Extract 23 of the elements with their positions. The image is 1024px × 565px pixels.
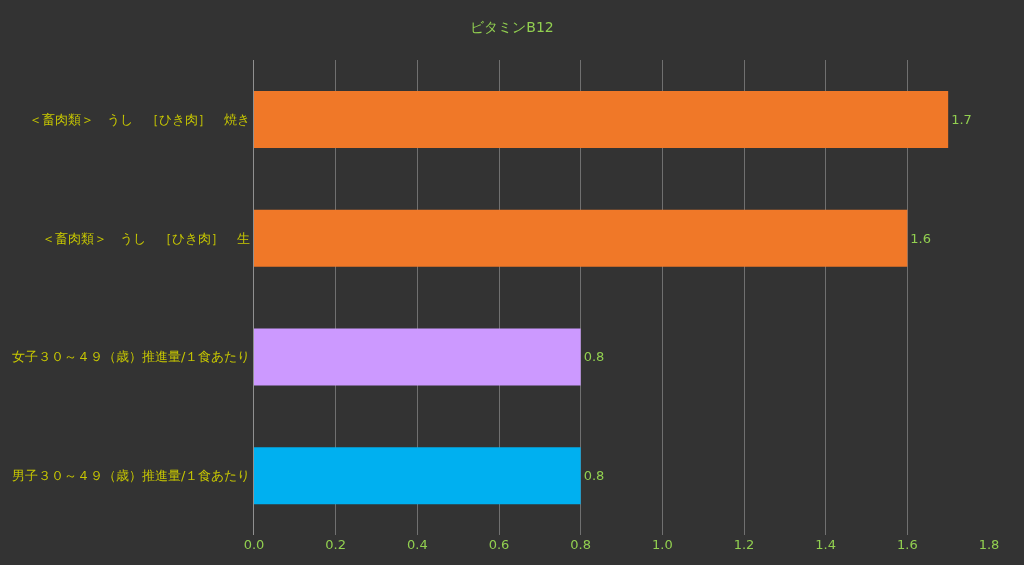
x-tick-label: 1.0 [651, 537, 673, 552]
data-label: 0.8 [583, 468, 605, 484]
x-tick-label: 0.0 [243, 537, 265, 552]
x-tick-label: 0.8 [570, 537, 592, 552]
bar [254, 328, 581, 386]
y-tick-label: 男子３０～４９（歳）推進量/１食あたり [12, 468, 251, 484]
x-tick-label: 0.4 [406, 537, 428, 552]
y-tick-label: 女子３０～４９（歳）推進量/１食あたり [12, 349, 251, 365]
bar [254, 209, 908, 267]
x-tick-label: 1.2 [733, 537, 755, 552]
x-tick-label: 1.6 [896, 537, 918, 552]
data-label: 1.7 [951, 111, 972, 127]
y-tick-label: ＜畜肉類＞ うし ［ひき肉］ 生 [42, 230, 251, 246]
x-tick-label: 0.6 [488, 537, 510, 552]
x-tick-label: 1.4 [815, 537, 837, 552]
chart-title: ビタミンB12 [470, 19, 554, 36]
bar [254, 90, 949, 148]
x-tick-label: 1.8 [978, 537, 1000, 552]
y-tick-label: ＜畜肉類＞ うし ［ひき肉］ 焼き [29, 111, 251, 127]
bar [254, 447, 581, 505]
data-label: 1.6 [910, 230, 932, 246]
x-tick-label: 0.2 [325, 537, 347, 552]
data-label: 0.8 [583, 349, 605, 365]
